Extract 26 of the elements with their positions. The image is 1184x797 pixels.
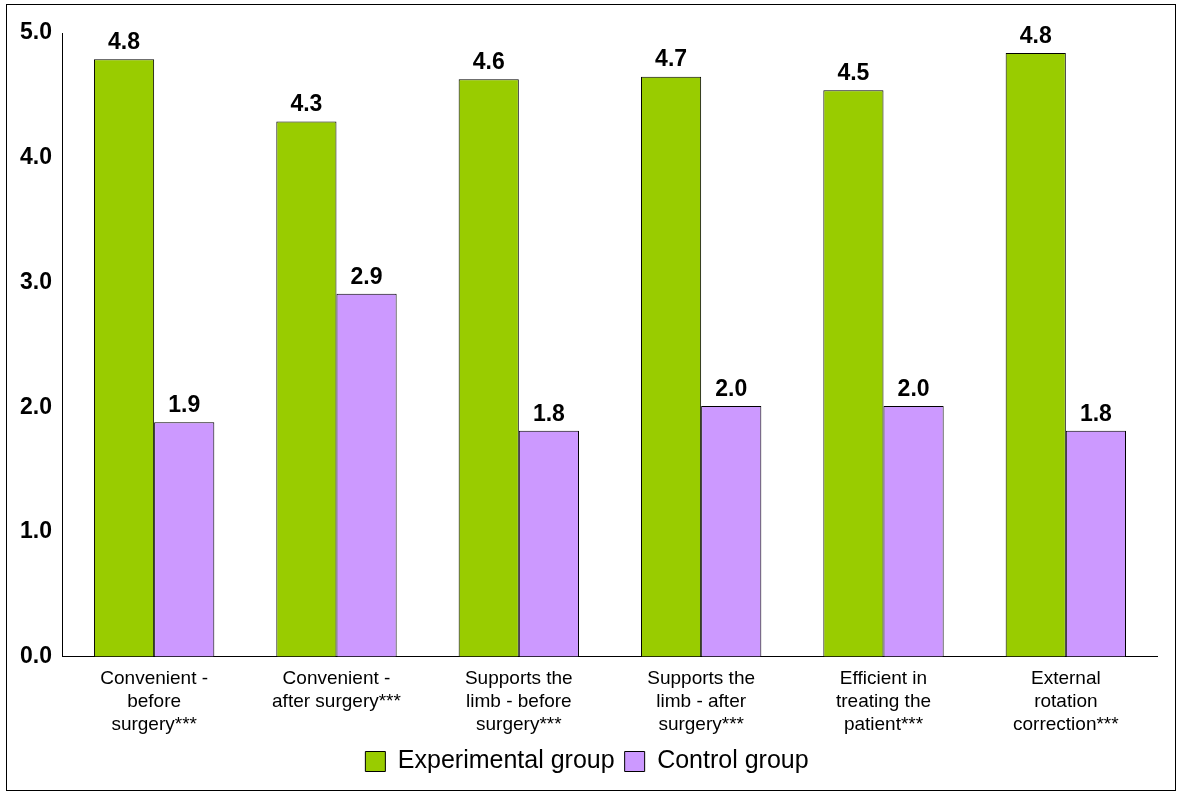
y-tick-label: 0.0 [19, 641, 52, 668]
data-label: 4.5 [837, 59, 870, 86]
data-label: 2.0 [897, 374, 930, 401]
data-label: 2.0 [715, 374, 748, 401]
x-tick-label: External rotation correction*** [1013, 667, 1120, 734]
x-tick-label: Efficient in treating the patient*** [835, 667, 932, 734]
y-tick-label: 5.0 [19, 18, 52, 45]
data-label: 4.8 [1019, 21, 1052, 48]
y-tick-label: 3.0 [19, 267, 52, 294]
data-label: 4.3 [290, 90, 323, 117]
data-label: 1.9 [168, 390, 201, 417]
legend-label: Control group [657, 745, 809, 774]
y-tick-label: 1.0 [19, 517, 52, 544]
legend-label: Experimental group [397, 745, 615, 774]
data-label: 1.8 [1079, 399, 1113, 426]
data-label: 4.6 [472, 47, 505, 74]
x-tick-label: Supports the limb - before surgery*** [464, 667, 573, 734]
x-tick-label: Convenient - after surgery*** [272, 667, 402, 712]
data-label: 4.7 [655, 45, 688, 72]
x-tick-label: Supports the limb - after surgery*** [647, 667, 756, 734]
y-tick-label: 2.0 [19, 392, 52, 419]
x-tick-label: Convenient - before surgery*** [100, 667, 209, 734]
data-label: 2.9 [350, 262, 383, 289]
y-tick-label: 4.0 [19, 143, 52, 170]
data-label: 1.8 [532, 399, 566, 426]
data-label: 4.8 [108, 28, 141, 55]
